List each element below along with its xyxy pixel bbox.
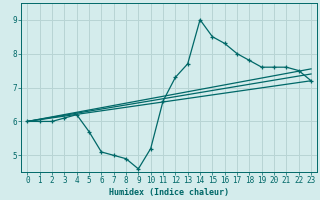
X-axis label: Humidex (Indice chaleur): Humidex (Indice chaleur) xyxy=(109,188,229,197)
